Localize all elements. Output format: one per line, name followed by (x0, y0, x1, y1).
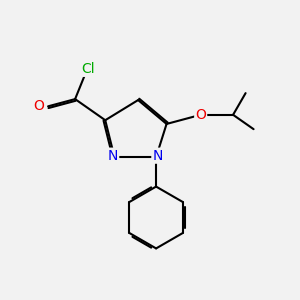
Text: N: N (152, 149, 163, 163)
Text: O: O (195, 108, 206, 122)
Text: O: O (34, 99, 44, 113)
Text: N: N (108, 149, 118, 163)
Text: Cl: Cl (81, 62, 94, 76)
